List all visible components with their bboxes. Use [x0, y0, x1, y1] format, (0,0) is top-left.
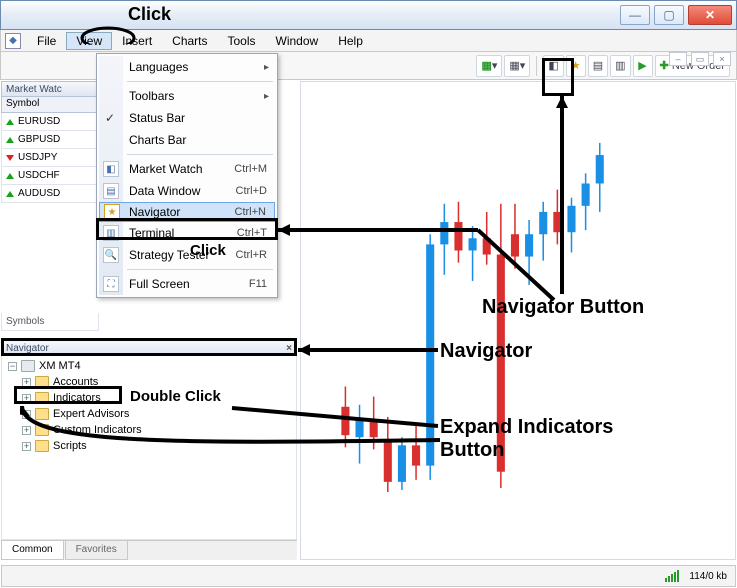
up-arrow-icon — [6, 191, 14, 197]
folder-icon — [35, 424, 49, 436]
tab-common[interactable]: Common — [1, 541, 64, 560]
menu-help[interactable]: Help — [328, 32, 373, 50]
tree-scripts[interactable]: +Scripts — [4, 438, 294, 454]
symbol-label: AUDUSD — [18, 188, 60, 199]
menu-insert[interactable]: Insert — [112, 32, 162, 50]
menu-view[interactable]: View — [66, 32, 112, 50]
market-watch-col: Symbol — [1, 97, 99, 113]
menu-terminal[interactable]: ▥TerminalCtrl+T — [99, 222, 275, 244]
toolbar-navigator-button[interactable]: ★ — [566, 55, 586, 77]
navigator-tree: −XM MT4 +Accounts +Indicators +Expert Ad… — [1, 356, 297, 540]
up-arrow-icon — [6, 137, 14, 143]
menu-strategy-tester[interactable]: 🔍Strategy TesterCtrl+R — [99, 244, 275, 266]
toolbar-terminal[interactable]: ▥ — [610, 55, 630, 77]
market-watch-icon: ◧ — [103, 161, 119, 177]
menu-data-window[interactable]: ▤Data WindowCtrl+D — [99, 180, 275, 202]
tree-root[interactable]: −XM MT4 — [4, 358, 294, 374]
submenu-arrow-icon: ▸ — [264, 62, 269, 73]
symbol-label: USDCHF — [18, 170, 60, 181]
connection-bars-icon — [665, 570, 679, 582]
status-bar: 114/0 kb — [1, 565, 736, 587]
symbol-label: GBPUSD — [18, 134, 60, 145]
status-kb: 114/0 kb — [689, 571, 727, 582]
folder-icon — [35, 440, 49, 452]
folder-icon — [21, 360, 35, 372]
window-titlebar: — ▢ ✕ — [0, 0, 737, 30]
toolbar-data-window[interactable]: ▤ — [588, 55, 608, 77]
menu-tools[interactable]: Tools — [218, 32, 266, 50]
tree-accounts[interactable]: +Accounts — [4, 374, 294, 390]
navigator-panel: Navigator × −XM MT4 +Accounts +Indicator… — [1, 340, 297, 540]
market-watch-header: Market Watc — [1, 81, 99, 97]
window-minimize-button[interactable]: — — [620, 5, 650, 25]
menu-toolbars[interactable]: Toolbars▸ — [99, 85, 275, 107]
navigator-icon: ★ — [104, 204, 120, 220]
toolbar-market-watch[interactable]: ◧ — [543, 55, 563, 77]
chart-area[interactable] — [300, 81, 736, 560]
menu-navigator[interactable]: ★NavigatorCtrl+N — [99, 202, 275, 222]
candlestick-chart — [301, 82, 735, 559]
menu-market-watch[interactable]: ◧Market WatchCtrl+M — [99, 158, 275, 180]
tree-indicators[interactable]: +Indicators — [4, 390, 294, 406]
tester-icon: 🔍 — [103, 247, 119, 263]
folder-icon — [35, 408, 49, 420]
mdi-restore[interactable]: ▭ — [691, 52, 709, 66]
mdi-close[interactable]: × — [713, 52, 731, 66]
collapse-icon[interactable]: − — [8, 362, 17, 371]
market-watch-row[interactable]: USDJPY — [1, 149, 99, 167]
menu-window[interactable]: Window — [266, 32, 329, 50]
expand-icon[interactable]: + — [22, 410, 31, 419]
app-icon: ◆ — [5, 33, 21, 49]
up-arrow-icon — [6, 173, 14, 179]
dropdown-separator — [127, 269, 273, 270]
tree-expert-advisors[interactable]: +Expert Advisors — [4, 406, 294, 422]
mdi-window-controls: – ▭ × — [669, 52, 731, 66]
menu-languages[interactable]: Languages▸ — [99, 56, 275, 78]
folder-icon — [35, 392, 49, 404]
window-maximize-button[interactable]: ▢ — [654, 5, 684, 25]
dropdown-separator — [127, 81, 273, 82]
tab-favorites[interactable]: Favorites — [65, 541, 128, 560]
market-watch-row[interactable]: AUDUSD — [1, 185, 99, 203]
symbol-label: EURUSD — [18, 116, 60, 127]
menu-full-screen[interactable]: ⛶Full ScreenF11 — [99, 273, 275, 295]
market-watch-row[interactable]: USDCHF — [1, 167, 99, 185]
market-watch-row[interactable]: EURUSD — [1, 113, 99, 131]
window-close-button[interactable]: ✕ — [688, 5, 732, 25]
navigator-tabs: Common Favorites — [1, 540, 297, 560]
terminal-icon: ▥ — [103, 225, 119, 241]
toolbar-tester[interactable]: ▶ — [633, 55, 653, 77]
down-arrow-icon — [6, 155, 14, 161]
menu-bar: ◆ File View Insert Charts Tools Window H… — [0, 30, 737, 52]
toolbar-profiles[interactable]: ▦▾ — [504, 55, 530, 77]
expand-icon[interactable]: + — [22, 394, 31, 403]
expand-icon[interactable]: + — [22, 378, 31, 387]
toolbar-new-chart[interactable]: ▦▾ — [476, 55, 502, 77]
up-arrow-icon — [6, 119, 14, 125]
left-column: Market Watc Symbol EURUSD GBPUSD USDJPY USD… — [1, 81, 99, 331]
folder-icon — [35, 376, 49, 388]
view-dropdown: Languages▸ Toolbars▸ ✓Status Bar Charts … — [96, 53, 278, 298]
tree-custom-indicators[interactable]: +Custom Indicators — [4, 422, 294, 438]
data-window-icon: ▤ — [103, 183, 119, 199]
menu-file[interactable]: File — [27, 32, 66, 50]
market-watch-row[interactable]: GBPUSD — [1, 131, 99, 149]
symbol-label: USDJPY — [18, 152, 57, 163]
navigator-close-button[interactable]: × — [286, 343, 292, 354]
mdi-minimize[interactable]: – — [669, 52, 687, 66]
menu-charts[interactable]: Charts — [162, 32, 217, 50]
submenu-arrow-icon: ▸ — [264, 91, 269, 102]
navigator-header: Navigator × — [1, 340, 297, 356]
dropdown-separator — [127, 154, 273, 155]
menu-charts-bar[interactable]: Charts Bar — [99, 129, 275, 151]
toolbar-separator — [536, 56, 537, 76]
expand-icon[interactable]: + — [22, 442, 31, 451]
fullscreen-icon: ⛶ — [103, 276, 119, 292]
menu-status-bar[interactable]: ✓Status Bar — [99, 107, 275, 129]
expand-icon[interactable]: + — [22, 426, 31, 435]
symbols-tab[interactable]: Symbols — [1, 313, 99, 331]
check-icon: ✓ — [105, 111, 115, 125]
